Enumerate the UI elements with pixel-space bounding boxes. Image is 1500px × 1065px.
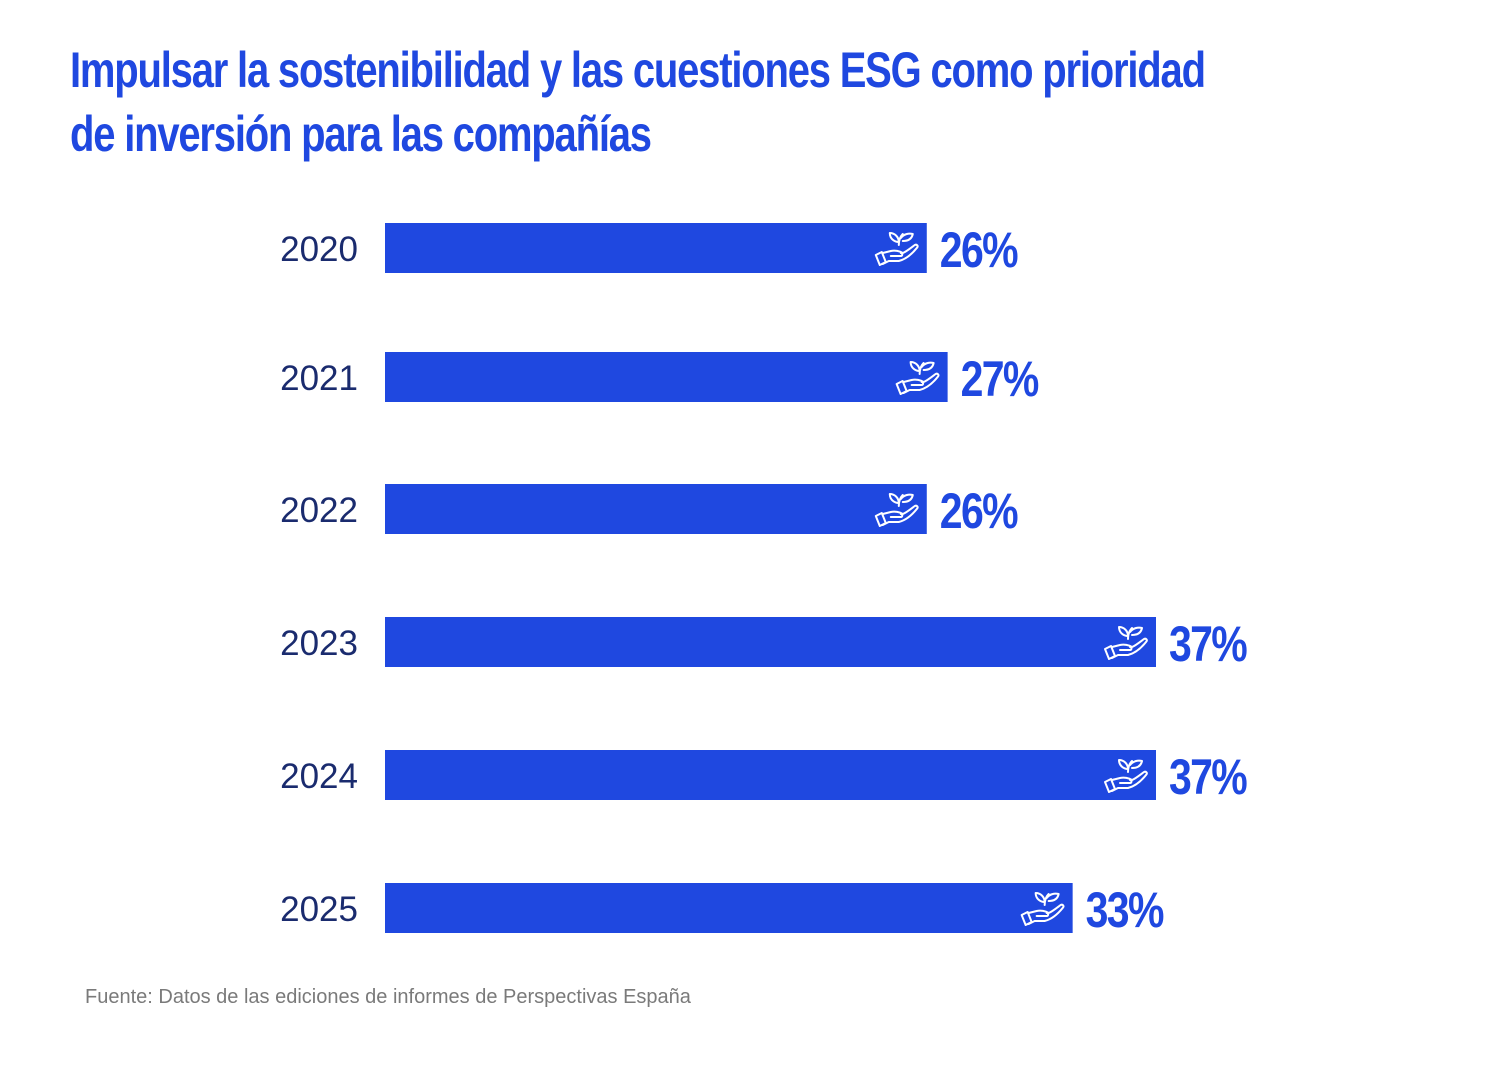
value-label-2025: 33% — [1086, 882, 1164, 938]
chart-title-line-2: de inversión para las compañías — [70, 106, 652, 162]
value-label-2023: 37% — [1169, 616, 1247, 672]
category-label-2023: 2023 — [280, 624, 358, 663]
hand-plant-icon — [1104, 626, 1148, 660]
bar-2024 — [385, 750, 1156, 800]
category-label-2025: 2025 — [280, 890, 358, 929]
hand-plant-icon — [874, 493, 919, 527]
value-label-2021: 27% — [961, 351, 1039, 407]
bar-2023 — [385, 617, 1156, 667]
bar-2025 — [385, 883, 1073, 933]
bar-2020 — [385, 223, 927, 273]
hand-plant-icon — [1020, 892, 1065, 926]
chart-title: Impulsar la sostenibilidad y las cuestio… — [70, 38, 1450, 166]
value-label-2024: 37% — [1169, 749, 1247, 805]
category-label-2021: 2021 — [280, 359, 358, 398]
hand-plant-icon — [1104, 759, 1148, 793]
hand-plant-icon — [895, 361, 940, 395]
hand-plant-icon — [874, 232, 919, 266]
chart-title-line-1: Impulsar la sostenibilidad y las cuestio… — [70, 42, 1206, 98]
bar-2022 — [385, 484, 927, 534]
value-label-2020: 26% — [940, 222, 1018, 278]
category-label-2020: 2020 — [280, 230, 358, 269]
category-label-2024: 2024 — [280, 757, 358, 796]
category-label-2022: 2022 — [280, 491, 358, 530]
bar-2021 — [385, 352, 948, 402]
value-label-2022: 26% — [940, 483, 1018, 539]
source-note: Fuente: Datos de las ediciones de inform… — [85, 986, 691, 1008]
